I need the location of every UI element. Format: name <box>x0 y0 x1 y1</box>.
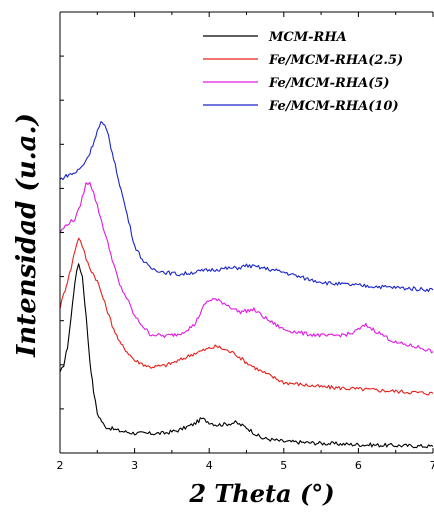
legend-label-0: MCM-RHA <box>268 30 347 45</box>
series-line-0 <box>59 263 434 449</box>
axes: 2 3 4 5 6 7 <box>57 11 434 472</box>
x-tick-label: 7 <box>430 459 434 472</box>
legend-label-1: Fe/MCM-RHA(2.5) <box>268 53 403 68</box>
legend: MCM-RHA Fe/MCM-RHA(2.5) Fe/MCM-RHA(5) Fe/MC… <box>203 30 403 114</box>
x-tick-label: 2 <box>57 459 64 472</box>
series-line-1 <box>59 237 434 396</box>
x-tick-label: 4 <box>206 459 213 472</box>
plot-area <box>59 121 434 449</box>
series-line-2 <box>59 181 434 354</box>
x-tick-label: 3 <box>131 459 138 472</box>
y-axis-title: Intensidad (u.a.) <box>12 113 42 358</box>
x-tick-label: 6 <box>355 459 362 472</box>
x-axis-title: 2 Theta (°) <box>188 479 334 508</box>
legend-label-3: Fe/MCM-RHA(10) <box>268 99 399 114</box>
series-line-3 <box>59 121 434 293</box>
x-tick-label: 5 <box>280 459 287 472</box>
legend-label-2: Fe/MCM-RHA(5) <box>268 76 390 91</box>
